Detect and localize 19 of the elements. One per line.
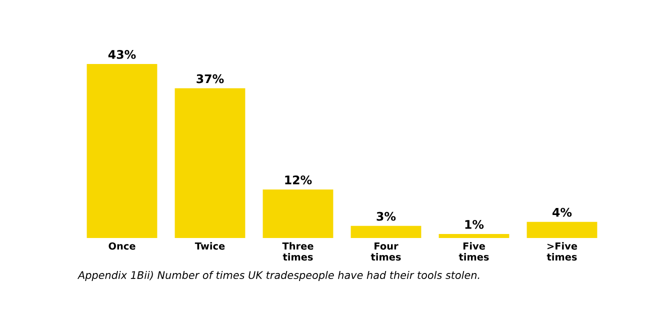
x-tick-label: Five times	[458, 242, 489, 261]
bar	[350, 226, 422, 238]
bar	[262, 189, 334, 238]
x-tick-label: Once	[108, 242, 136, 250]
bar	[526, 222, 598, 238]
bar	[438, 234, 510, 238]
x-tick-label: >Five times	[546, 242, 578, 261]
x-tick-label: Four times	[370, 242, 401, 261]
x-tick-label: Twice	[194, 242, 225, 250]
x-tick-label: Three times	[282, 242, 314, 261]
data-label: 3%	[376, 212, 396, 221]
data-label: 37%	[196, 74, 224, 84]
text: Appendix 1Bii) Number of times UK tradespeople have had their tools stolen.	[77, 270, 480, 282]
data-label: 12%	[285, 175, 312, 184]
bar	[86, 64, 158, 238]
bar	[174, 88, 246, 238]
data-label: 1%	[465, 220, 484, 229]
data-label: 4%	[552, 208, 572, 217]
data-label: 43%	[108, 50, 136, 59]
